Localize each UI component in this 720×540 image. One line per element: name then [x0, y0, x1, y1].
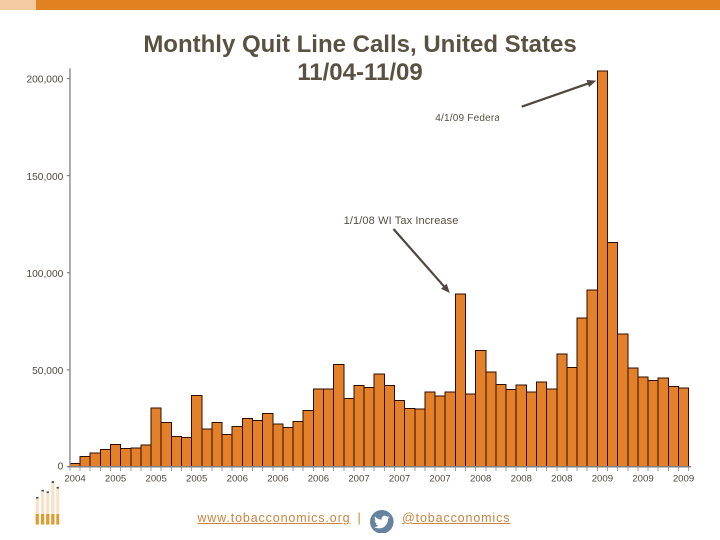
- svg-text:2009: 2009: [592, 473, 613, 484]
- svg-text:2006: 2006: [267, 473, 288, 484]
- svg-text:2009: 2009: [632, 473, 653, 484]
- svg-text:2005: 2005: [105, 473, 126, 484]
- svg-text:2007: 2007: [348, 473, 369, 484]
- svg-text:200,000: 200,000: [26, 75, 63, 86]
- svg-text:2004: 2004: [64, 473, 86, 484]
- svg-text:2006: 2006: [227, 473, 248, 484]
- svg-text:2005: 2005: [146, 473, 167, 484]
- svg-text:0: 0: [58, 462, 64, 473]
- svg-text:2006: 2006: [308, 473, 329, 484]
- svg-text:2008: 2008: [551, 473, 572, 484]
- svg-text:2007: 2007: [389, 473, 410, 484]
- svg-text:150,000: 150,000: [26, 172, 63, 183]
- svg-text:2008: 2008: [511, 473, 532, 484]
- svg-text:2009: 2009: [673, 473, 694, 484]
- svg-text:2008: 2008: [470, 473, 491, 484]
- svg-text:2007: 2007: [429, 473, 450, 484]
- svg-text:100,000: 100,000: [26, 269, 63, 280]
- svg-text:50,000: 50,000: [32, 366, 63, 377]
- svg-text:2005: 2005: [186, 473, 207, 484]
